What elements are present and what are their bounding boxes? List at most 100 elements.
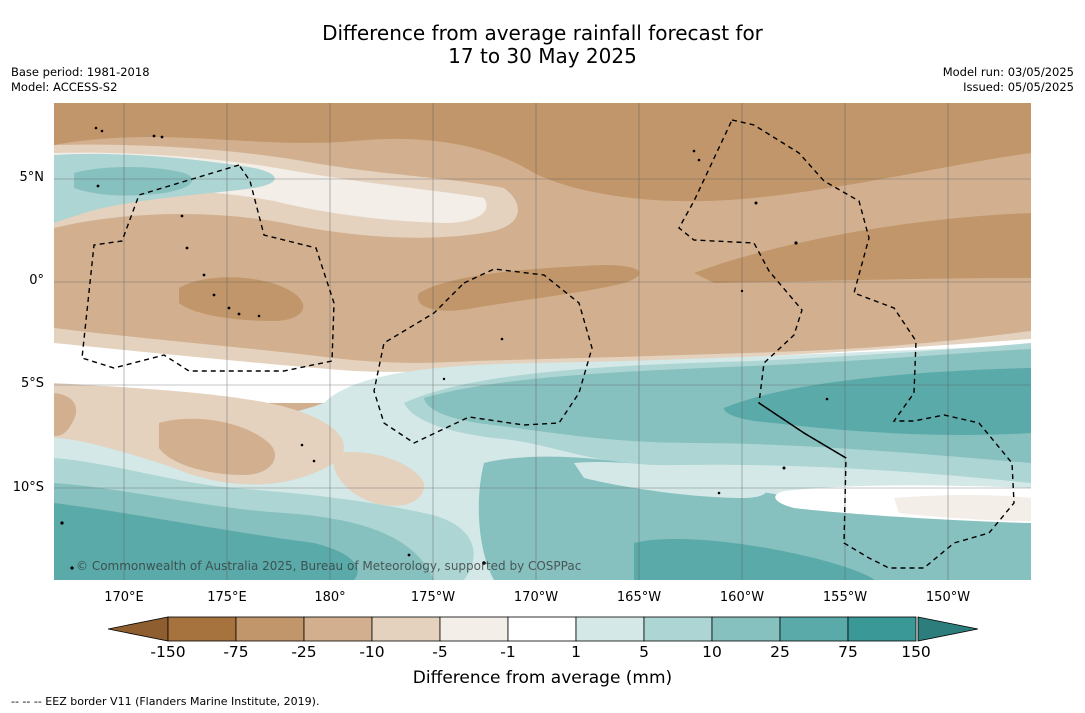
lat-label-10s: 10°S [12,480,44,495]
island-speck [312,459,316,463]
lon-label-155w: 155°W [822,590,868,605]
model-run-text: Model run: 03/05/2025 [942,65,1074,79]
island-speck [227,306,231,310]
forecast-metadata-right: Model run: 03/05/2025 Issued: 05/05/2025 [943,65,1074,95]
island-speck [152,134,156,138]
colorbar-segment [847,616,917,642]
lon-label-180: 180° [314,590,346,605]
dry-patch-south-central [333,452,425,506]
island-speck [70,566,74,570]
colorbar-segment [439,616,509,642]
island-speck [94,126,98,130]
island-speck [180,214,184,218]
island-speck [185,246,189,250]
island-speck [825,397,829,401]
pale-patch-south-east [574,462,767,498]
dry-patch-central [417,265,640,311]
colorbar [108,616,978,642]
island-speck [442,377,446,381]
island-speck [212,293,216,297]
colorbar-title: Difference from average (mm) [412,668,673,688]
island-speck [794,241,798,245]
island-speck [697,158,701,162]
colorbar-label-10: 10 [702,643,722,661]
wet-patch-north-west-inner [74,167,193,196]
colorbar-label-m5: -5 [432,643,448,661]
rainfall-anomaly-map: © Commonwealth of Australia 2025, Bureau… [54,103,1031,580]
island-speck [740,289,744,293]
eez-border-west [81,164,335,372]
island-speck [300,443,304,447]
island-speck [60,521,64,525]
lon-label-170w: 170°W [513,590,559,605]
island-speck [482,561,486,565]
colorbar-segment [167,616,237,642]
island-speck [754,201,758,205]
island-speck [202,273,206,277]
dry-patch-west [179,277,304,321]
colorbar-label-1: 1 [571,643,581,661]
colorbar-segment [235,616,305,642]
dry-band-north [54,103,1031,202]
island-speck [717,491,721,495]
wet-south-west-75 [54,503,358,580]
island-speck [692,149,696,153]
title-line-1: Difference from average rainfall forecas… [322,21,763,45]
colorbar-segment [711,616,781,642]
lat-label-5n: 5°N [19,170,45,185]
lat-label-5s: 5°S [20,376,44,391]
lon-label-160w: 160°W [719,590,765,605]
island-speck [237,312,241,316]
wet-patch-south-east-75 [634,538,874,580]
lon-label-150w: 150°W [925,590,971,605]
colorbar-label-150: 150 [901,643,931,661]
colorbar-segment [371,616,441,642]
colorbar-label-m10: -10 [359,643,385,661]
dry-patch-south-east [894,494,1031,521]
lon-label-175w: 175°W [410,590,456,605]
island-speck [160,135,164,139]
colorbar-label-75: 75 [838,643,858,661]
model-text: Model: ACCESS-S2 [11,80,118,94]
colorbar-label-m75: -75 [223,643,249,661]
forecast-metadata-left: Base period: 1981-2018 Model: ACCESS-S2 [11,65,150,95]
colorbar-label-m150: -150 [150,643,186,661]
eez-border-east-solid-segment [758,402,847,459]
colorbar-segment [779,616,849,642]
dry-patch-south-west [159,418,275,475]
lat-label-0: 0° [29,273,44,288]
island-speck [782,466,786,470]
wet-patch-south-central [478,456,1031,580]
colorbar-segment [575,616,645,642]
colorbar-label-5: 5 [639,643,649,661]
eez-border-east [678,119,1015,569]
islands [60,126,829,570]
colorbar-segment [303,616,373,642]
base-period-text: Base period: 1981-2018 [11,65,150,79]
colorbar-label-25: 25 [770,643,790,661]
colorbar-label-m1: -1 [500,643,516,661]
island-speck [257,314,261,318]
colorbar-label-m25: -25 [291,643,317,661]
map-credit: © Commonwealth of Australia 2025, Bureau… [76,559,581,573]
eez-borders [81,119,1015,569]
colorbar-end-low [108,616,169,642]
lon-label-170e: 170°E [104,590,144,605]
island-speck [100,129,104,133]
island-speck [500,337,504,341]
island-speck [407,553,411,557]
lon-label-165w: 165°W [616,590,662,605]
dry-patch-south-west-edge [54,393,77,436]
colorbar-end-high [917,616,978,642]
colorbar-segments [167,616,917,642]
graticule-lines [54,103,1031,580]
colorbar-segment [643,616,713,642]
island-speck [96,184,100,188]
eez-footnote: -- -- -- EEZ border V11 (Flanders Marine… [11,695,320,708]
colorbar-segment [507,616,577,642]
map-title: Difference from average rainfall forecas… [0,22,1085,68]
issued-text: Issued: 05/05/2025 [963,80,1074,94]
lon-label-175e: 175°E [207,590,247,605]
title-line-2: 17 to 30 May 2025 [448,44,637,68]
dry-band-north-east [694,213,1031,283]
